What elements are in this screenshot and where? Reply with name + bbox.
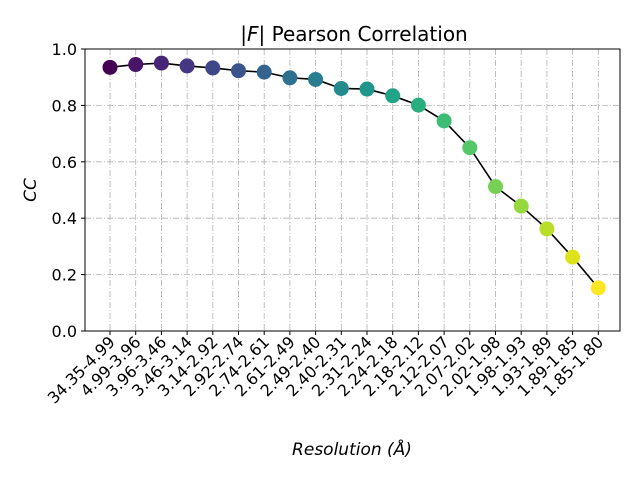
- data-point: [359, 81, 375, 97]
- plot-frame: [84, 48, 621, 332]
- y-tick-label: 0.8: [52, 96, 77, 115]
- data-point: [410, 97, 426, 113]
- data-point: [153, 55, 169, 71]
- y-tick-label: 0.4: [52, 209, 77, 228]
- data-point: [231, 63, 246, 79]
- data-point: [282, 70, 298, 86]
- data-points: [102, 55, 606, 296]
- data-point: [488, 179, 503, 195]
- title-suffix: | Pearson Correlation: [259, 22, 468, 46]
- y-axis-label: CC: [21, 178, 41, 202]
- data-point: [539, 221, 555, 237]
- data-point: [179, 58, 195, 74]
- title-prefix: |: [240, 22, 247, 46]
- y-tick-label: 1.0: [52, 40, 77, 59]
- x-axis-label: Resolution (Å): [292, 438, 412, 460]
- data-point: [565, 249, 581, 265]
- data-point: [436, 113, 452, 129]
- data-point: [308, 71, 324, 87]
- x-axis: 34.35-4.994.99-3.963.96-3.463.46-3.143.1…: [44, 331, 607, 407]
- data-point: [205, 60, 221, 76]
- data-point: [462, 140, 478, 156]
- data-point: [590, 280, 606, 296]
- y-tick-label: 0.0: [52, 322, 77, 341]
- data-point: [333, 80, 349, 96]
- data-point: [513, 198, 529, 214]
- title-variable: F: [247, 22, 259, 46]
- grid: [85, 48, 620, 332]
- y-axis: 0.0 0.2 0.4 0.6 0.8 1.0: [52, 40, 85, 341]
- data-point: [102, 59, 118, 75]
- series-line: [109, 62, 599, 289]
- data-point: [128, 57, 144, 73]
- y-tick-label: 0.6: [52, 153, 77, 172]
- data-point: [256, 64, 272, 80]
- y-tick-label: 0.2: [52, 266, 77, 285]
- data-point: [385, 88, 401, 104]
- chart-title: |F| Pearson Correlation: [240, 22, 467, 46]
